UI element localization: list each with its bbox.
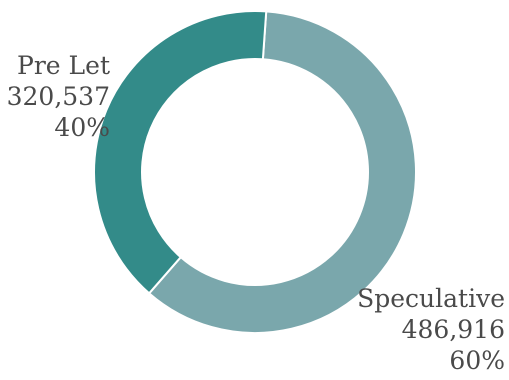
slice-label-pre-let-name: Pre Let (17, 51, 110, 80)
slice-label-pre-let: Pre Let 320,537 40% (7, 50, 110, 143)
slice-label-speculative-value: 486,916 (401, 315, 505, 344)
slice-label-pre-let-value: 320,537 (6, 82, 110, 111)
donut-slice-speculative (147, 10, 417, 334)
donut-slice-pre-let (92, 10, 268, 295)
slice-label-speculative: Speculative 486,916 60% (357, 283, 505, 376)
slice-label-pre-let-percent: 40% (54, 113, 110, 142)
slice-label-speculative-name: Speculative (357, 284, 505, 313)
slice-label-speculative-percent: 60% (449, 346, 505, 375)
